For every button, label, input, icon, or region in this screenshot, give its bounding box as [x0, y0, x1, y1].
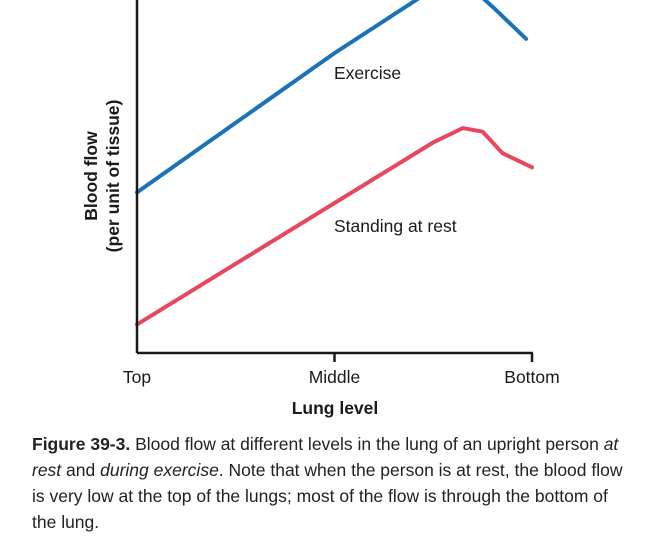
x-tick-label: Top [123, 367, 151, 387]
y-axis-title-line1: Blood flow [81, 131, 101, 221]
figure-caption-emphasis: during exercise [100, 460, 219, 480]
blood-flow-chart: Top Middle Bottom Lung level Blood flow (p… [81, 0, 560, 418]
figure-caption-emphasis: at rest [32, 434, 619, 480]
figure-caption-text: . Note that when the person is at rest, … [32, 460, 623, 532]
x-tick-label: Middle [309, 367, 361, 387]
series-label-standing-at-rest: Standing at rest [334, 216, 457, 236]
series-line-standing-at-rest [135, 126, 534, 327]
series-line-exercise [135, 0, 529, 195]
series-layer [135, 0, 534, 327]
x-ticks: Top Middle Bottom [123, 353, 560, 387]
figure-caption-label: Figure 39-3. [32, 434, 131, 454]
figure-caption-text: and [61, 460, 101, 480]
figure-caption: Figure 39-3. Blood flow at different lev… [32, 431, 632, 535]
x-axis-title: Lung level [292, 398, 379, 418]
y-axis-title: Blood flow (per unit of tissue) [81, 100, 123, 253]
x-tick-label: Bottom [504, 367, 559, 387]
y-axis-title-line2: (per unit of tissue) [103, 100, 123, 253]
figure-caption-text: Blood flow at different levels in the lu… [130, 434, 604, 454]
series-label-exercise: Exercise [334, 63, 401, 83]
